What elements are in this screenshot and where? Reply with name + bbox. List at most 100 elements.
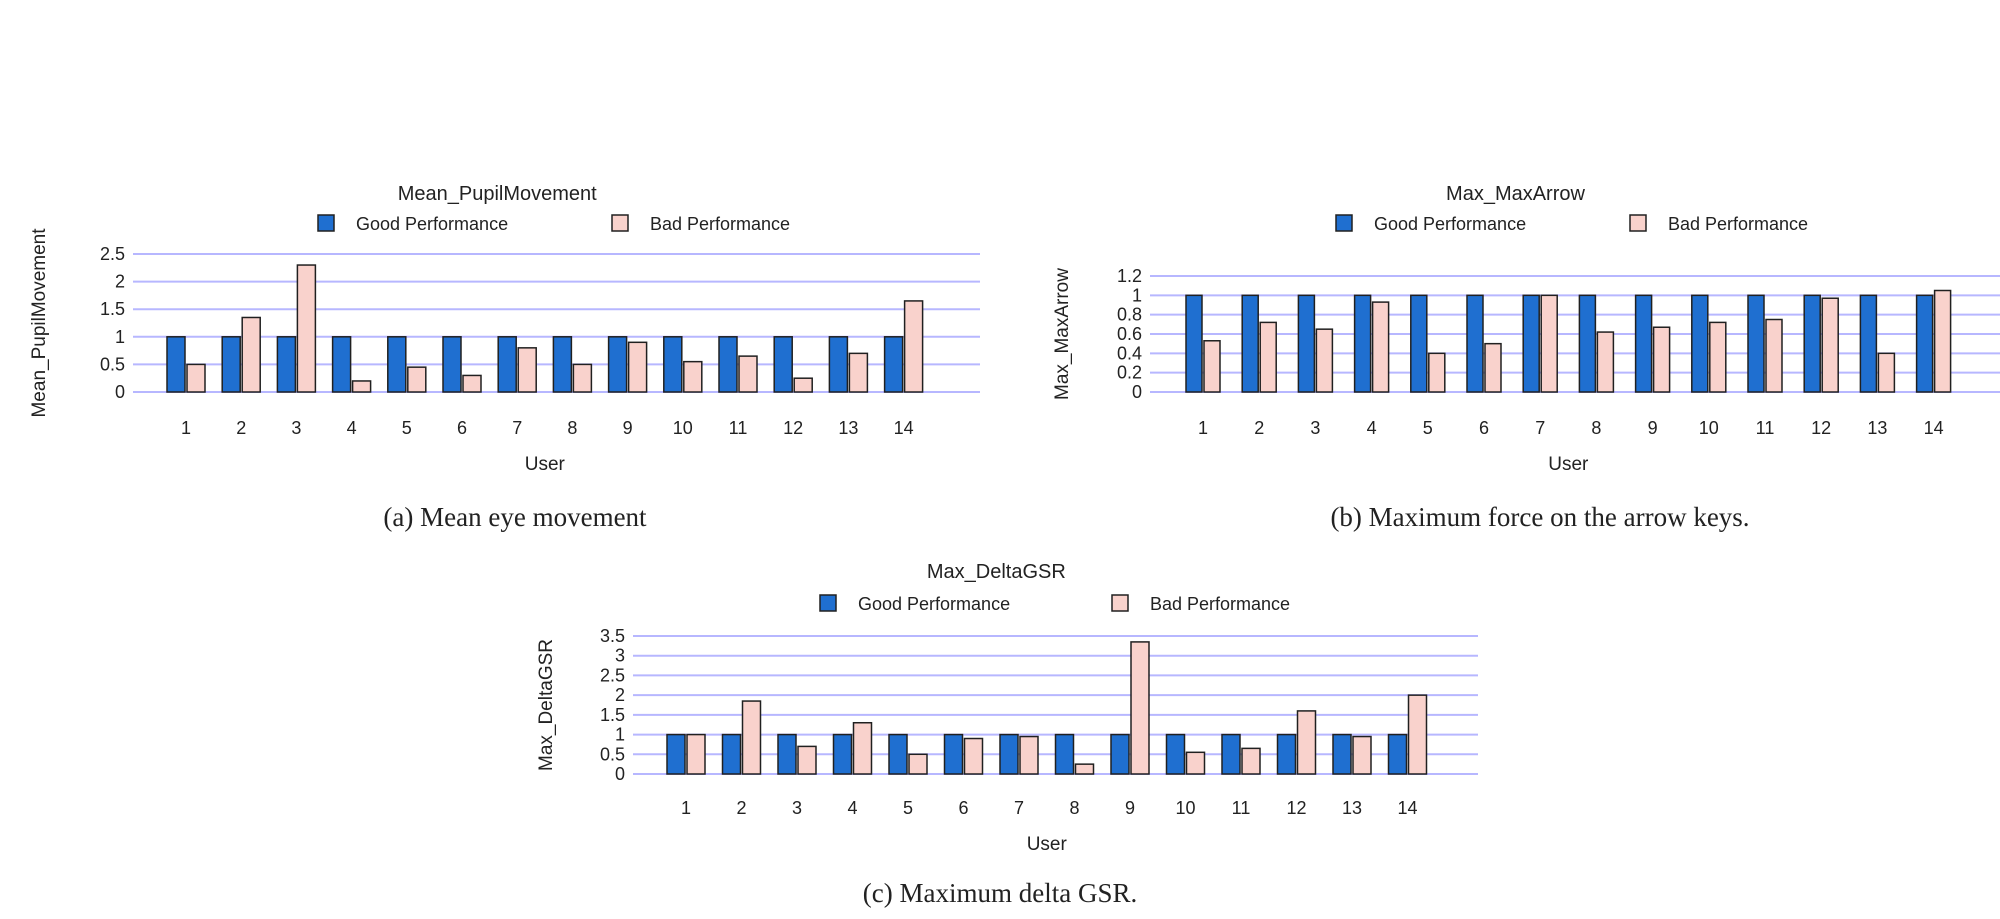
x-tick-label: 2 (1254, 418, 1264, 438)
x-tick-label: 7 (512, 418, 522, 438)
bar-good (552, 336, 573, 393)
bar-bad (686, 733, 706, 775)
y-tick-label: 0.6 (1117, 324, 1142, 344)
x-tick-label: 11 (729, 418, 748, 438)
x-tick-label: 5 (1423, 418, 1433, 438)
chart-title: Mean_PupilMovement (398, 183, 597, 205)
bar-bad (848, 352, 869, 393)
y-tick-label: 1.2 (1117, 266, 1142, 286)
bar-bad (793, 377, 813, 393)
bar-bad (1709, 321, 1727, 393)
bar-bad (1821, 297, 1839, 393)
bar-bad (1296, 710, 1317, 775)
y-tick-label: 0 (115, 382, 125, 402)
bar-bad (627, 341, 648, 393)
bar-good (666, 733, 686, 775)
x-tick-label: 12 (1811, 418, 1831, 438)
bar-bad (903, 300, 924, 393)
bar-good (777, 733, 797, 775)
bar-good (1747, 294, 1765, 393)
x-tick-label: 13 (1867, 418, 1887, 438)
x-tick-label: 5 (903, 798, 913, 818)
bar-bad (407, 366, 427, 393)
bar-good (1578, 294, 1597, 393)
y-axis-label: Max_MaxArrow (1052, 268, 1073, 400)
x-tick-label: 10 (673, 418, 693, 438)
bar-good (1859, 294, 1878, 393)
x-tick-label: 9 (623, 418, 633, 438)
y-tick-label: 0.2 (1117, 363, 1142, 383)
bar-bad (1019, 735, 1039, 775)
bar-good (888, 733, 908, 775)
y-axis-label: Mean_PupilMovement (29, 228, 50, 418)
x-tick-label: 9 (1125, 798, 1135, 818)
y-tick-label: 0 (1132, 382, 1142, 402)
bar-bad (1203, 340, 1221, 393)
chart-title: Max_MaxArrow (1446, 183, 1585, 205)
x-tick-label: 10 (1175, 798, 1195, 818)
bar-bad (1652, 326, 1671, 393)
x-axis-label: User (525, 454, 566, 475)
bar-bad (1315, 328, 1334, 393)
y-tick-label: 3.5 (600, 626, 625, 646)
y-axis-label: Max_DeltaGSR (536, 639, 557, 771)
y-tick-label: 2 (115, 272, 125, 292)
bar-bad (351, 380, 372, 393)
legend-swatch-good (819, 594, 837, 612)
bar-bad (1185, 751, 1206, 775)
bar-good (832, 733, 853, 775)
x-tick-label: 14 (1924, 418, 1944, 438)
bar-good (1110, 733, 1130, 775)
bar-good (1353, 294, 1372, 393)
bar-bad (963, 737, 984, 775)
caption-b: (b) Maximum force on the arrow keys. (1330, 502, 1750, 532)
bar-bad (462, 374, 482, 393)
x-tick-label: 8 (1069, 798, 1079, 818)
bar-bad (738, 355, 758, 393)
bar-good (276, 336, 297, 393)
bar-good (607, 336, 628, 393)
x-tick-label: 8 (567, 418, 577, 438)
bar-good (1387, 733, 1408, 775)
caption-a: (a) Mean eye movement (383, 502, 647, 532)
bar-bad (852, 721, 873, 775)
bar-bad (296, 264, 317, 393)
legend-swatch-bad (611, 214, 629, 232)
x-tick-label: 4 (847, 798, 857, 818)
x-tick-label: 7 (1535, 418, 1545, 438)
x-tick-label: 1 (681, 798, 691, 818)
x-tick-label: 3 (792, 798, 802, 818)
y-tick-label: 2.5 (100, 244, 125, 264)
bar-bad (1933, 289, 1952, 393)
bar-good (331, 336, 352, 393)
bar-good (497, 336, 517, 393)
y-tick-label: 1 (1132, 285, 1142, 305)
bar-bad (1428, 352, 1446, 393)
x-tick-label: 13 (838, 418, 858, 438)
bar-bad (1407, 694, 1428, 775)
bar-good (1185, 294, 1203, 393)
bar-bad (1352, 735, 1372, 775)
bar-good (1221, 733, 1241, 775)
bar-good (1276, 733, 1297, 775)
bar-good (883, 336, 904, 393)
bar-bad (1074, 763, 1095, 775)
x-tick-label: 7 (1014, 798, 1024, 818)
x-tick-label: 8 (1591, 418, 1601, 438)
bar-bad (1259, 321, 1277, 393)
bar-good (1915, 294, 1934, 393)
bar-good (1466, 294, 1484, 393)
x-tick-label: 14 (894, 418, 914, 438)
bar-good (387, 336, 407, 393)
x-tick-label: 9 (1648, 418, 1658, 438)
bar-good (663, 336, 683, 393)
chart-0: 0 0.5 1 1.5 2 2.5 Mean_PupilMovement Good Perfo… (29, 183, 980, 475)
x-tick-label: 11 (1756, 418, 1775, 438)
y-tick-label: 0.8 (1117, 305, 1142, 325)
x-tick-label: 1 (1198, 418, 1208, 438)
x-tick-label: 3 (291, 418, 301, 438)
x-tick-label: 13 (1342, 798, 1362, 818)
bar-good (1634, 294, 1653, 393)
x-tick-label: 12 (783, 418, 803, 438)
